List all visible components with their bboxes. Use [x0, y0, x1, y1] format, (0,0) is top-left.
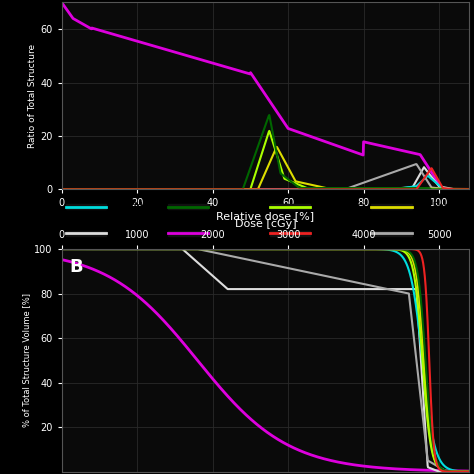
Bar — [168, 231, 209, 236]
Y-axis label: % of Total Structure Volume [%]: % of Total Structure Volume [%] — [22, 293, 31, 428]
Bar — [372, 231, 412, 236]
Text: Intestine: Intestine — [217, 228, 260, 238]
X-axis label: Dose [cGy]: Dose [cGy] — [235, 219, 296, 229]
Text: Rectum: Rectum — [420, 228, 458, 238]
Bar — [66, 204, 107, 210]
Bar — [270, 231, 310, 236]
Text: Bladder: Bladder — [115, 202, 152, 212]
Y-axis label: Ratio of Total Structure: Ratio of Total Structure — [28, 44, 37, 148]
Text: Bone Marr.: Bone Marr. — [115, 228, 167, 238]
X-axis label: Relative dose [%]: Relative dose [%] — [216, 211, 315, 221]
Bar — [168, 204, 209, 210]
Bar — [66, 231, 107, 236]
Bar — [372, 204, 412, 210]
Bar — [270, 204, 310, 210]
Text: B: B — [70, 258, 83, 276]
Text: L. Femora: L. Femora — [319, 202, 366, 212]
Text: PTV: PTV — [319, 228, 337, 238]
Text: R. Femora: R. Femora — [420, 202, 469, 212]
Text: CTV: CTV — [217, 202, 236, 212]
